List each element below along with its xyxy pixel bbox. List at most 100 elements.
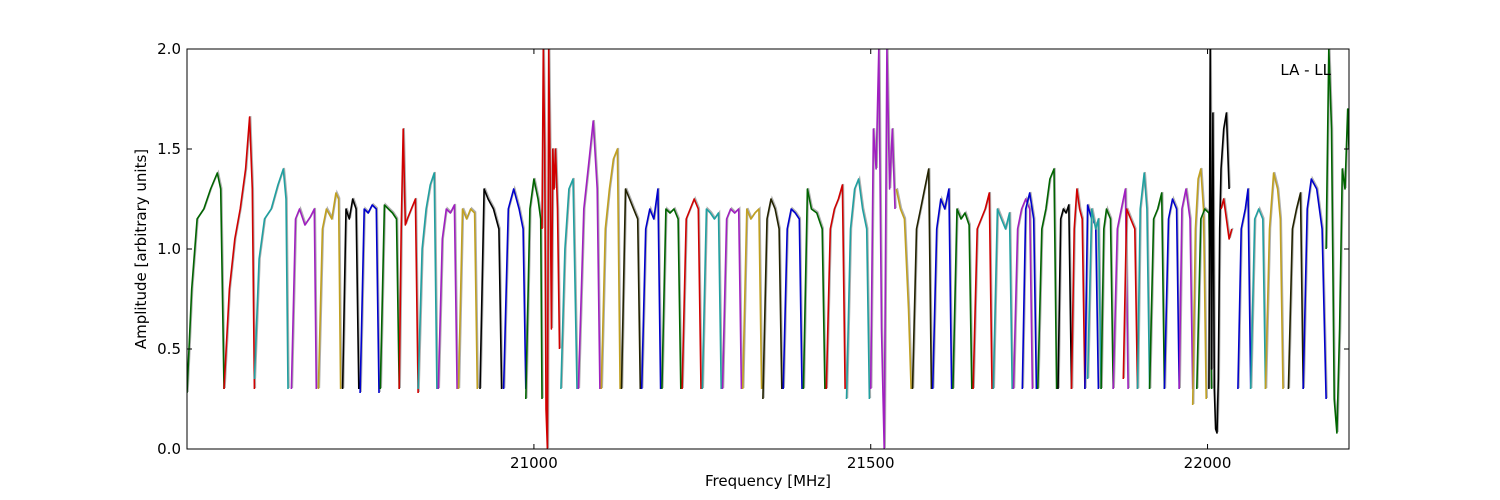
series-shadow-1	[224, 115, 257, 389]
series-shadow-39	[1022, 191, 1039, 389]
series-line-10	[437, 204, 458, 390]
series-shadow-32	[896, 187, 913, 389]
series-line-8	[398, 128, 419, 394]
series-shadow-10	[438, 203, 459, 389]
series-shadow-40	[1038, 167, 1059, 389]
series-line-28	[802, 188, 826, 390]
series-shadow-18	[601, 147, 622, 389]
series-line-9	[417, 172, 438, 390]
y-tick-label: 0.5	[157, 340, 181, 358]
series-line-12	[479, 188, 503, 390]
series-shadow-17	[578, 119, 602, 389]
chart-annotation: LA - LL	[1280, 61, 1331, 79]
series-shadow-57	[1250, 206, 1268, 389]
series-shadow-14	[526, 177, 544, 399]
series-line-55	[1220, 198, 1233, 240]
series-line-26	[762, 198, 783, 400]
series-shadow-5	[342, 197, 361, 389]
series-line-35	[952, 208, 973, 390]
series-shadow-56	[1238, 187, 1253, 389]
series-line-25	[741, 208, 763, 390]
series-line-21	[661, 208, 682, 390]
series-shadow-12	[480, 187, 504, 389]
series-line-0	[187, 172, 225, 394]
x-tick-label: 21000	[510, 454, 558, 472]
series-shadow-47	[1123, 207, 1140, 389]
x-tick-label: 21500	[847, 454, 895, 472]
series-line-22	[681, 198, 702, 390]
series-shadow-20	[641, 187, 663, 389]
y-tick-label: 2.0	[157, 40, 181, 58]
series-line-51	[1178, 188, 1194, 390]
series-line-23	[701, 208, 722, 390]
series-line-29	[825, 184, 846, 390]
series-line-50	[1163, 198, 1180, 390]
series-line-30	[845, 178, 871, 400]
series-line-11	[457, 208, 479, 390]
series-line-57	[1249, 208, 1267, 390]
x-axis-ticks: 21000 21500 22000	[510, 49, 1231, 472]
series-line-13	[502, 188, 527, 390]
series-line-47	[1122, 208, 1139, 390]
series-layer	[187, 49, 1349, 449]
series-line-17	[577, 120, 601, 390]
series-line-2	[253, 168, 289, 390]
series-shadow-48	[1137, 171, 1152, 389]
series-line-42	[1070, 188, 1086, 390]
series-line-52	[1191, 168, 1207, 406]
series-shadow-24	[722, 206, 744, 389]
series-line-56	[1237, 188, 1252, 390]
series-line-36	[972, 192, 993, 390]
series-line-41	[1057, 204, 1073, 390]
series-shadow-19	[621, 187, 643, 389]
series-shadow-60	[1303, 175, 1328, 399]
x-tick-label: 22000	[1184, 454, 1232, 472]
y-tick-label: 1.0	[157, 240, 181, 258]
series-shadow-41	[1058, 203, 1074, 389]
series-line-20	[640, 188, 662, 390]
series-line-16	[560, 178, 578, 390]
series-line-24	[721, 208, 743, 390]
series-shadow-9	[418, 171, 439, 389]
series-shadow-50	[1164, 195, 1181, 389]
y-axis-ticks: 0.0 0.5 1.0 1.5 2.0	[157, 40, 1349, 458]
series-shadow-30	[846, 175, 872, 399]
series-line-39	[1021, 192, 1038, 390]
series-shadow-58	[1265, 171, 1285, 389]
series-shadow-26	[763, 195, 784, 399]
series-line-44	[1086, 208, 1102, 390]
series-line-27	[782, 208, 803, 390]
series-line-15	[541, 49, 561, 449]
series-shadow-7	[380, 202, 401, 389]
series-shadow-37	[993, 207, 1014, 389]
series-line-58	[1264, 172, 1284, 390]
series-shadow-61	[1326, 49, 1349, 433]
series-line-7	[379, 204, 400, 390]
series-shadow-54	[1209, 49, 1231, 433]
series-line-19	[620, 188, 642, 390]
series-line-45	[1100, 208, 1114, 390]
y-tick-label: 1.5	[157, 140, 181, 158]
series-line-33	[911, 168, 933, 390]
series-line-48	[1136, 172, 1151, 390]
series-line-6	[359, 204, 380, 394]
series-shadow-51	[1179, 187, 1195, 389]
series-line-5	[341, 198, 360, 390]
series-shadow-42	[1071, 187, 1087, 389]
series-line-37	[992, 208, 1013, 390]
y-axis-label: Amplitude [arbitrary units]	[132, 149, 150, 349]
series-shadow-28	[803, 187, 827, 389]
series-line-32	[895, 188, 912, 390]
x-axis-label: Frequency [MHz]	[705, 472, 831, 490]
series-line-3	[290, 208, 318, 390]
series-line-59	[1287, 192, 1304, 390]
series-line-18	[600, 148, 621, 390]
series-line-38	[1012, 198, 1034, 390]
series-shadow-27	[783, 206, 804, 389]
series-line-40	[1037, 168, 1058, 390]
series-shadow-15	[542, 49, 562, 449]
series-line-1	[223, 116, 256, 390]
series-shadow-13	[503, 185, 528, 389]
series-line-34	[931, 188, 953, 390]
